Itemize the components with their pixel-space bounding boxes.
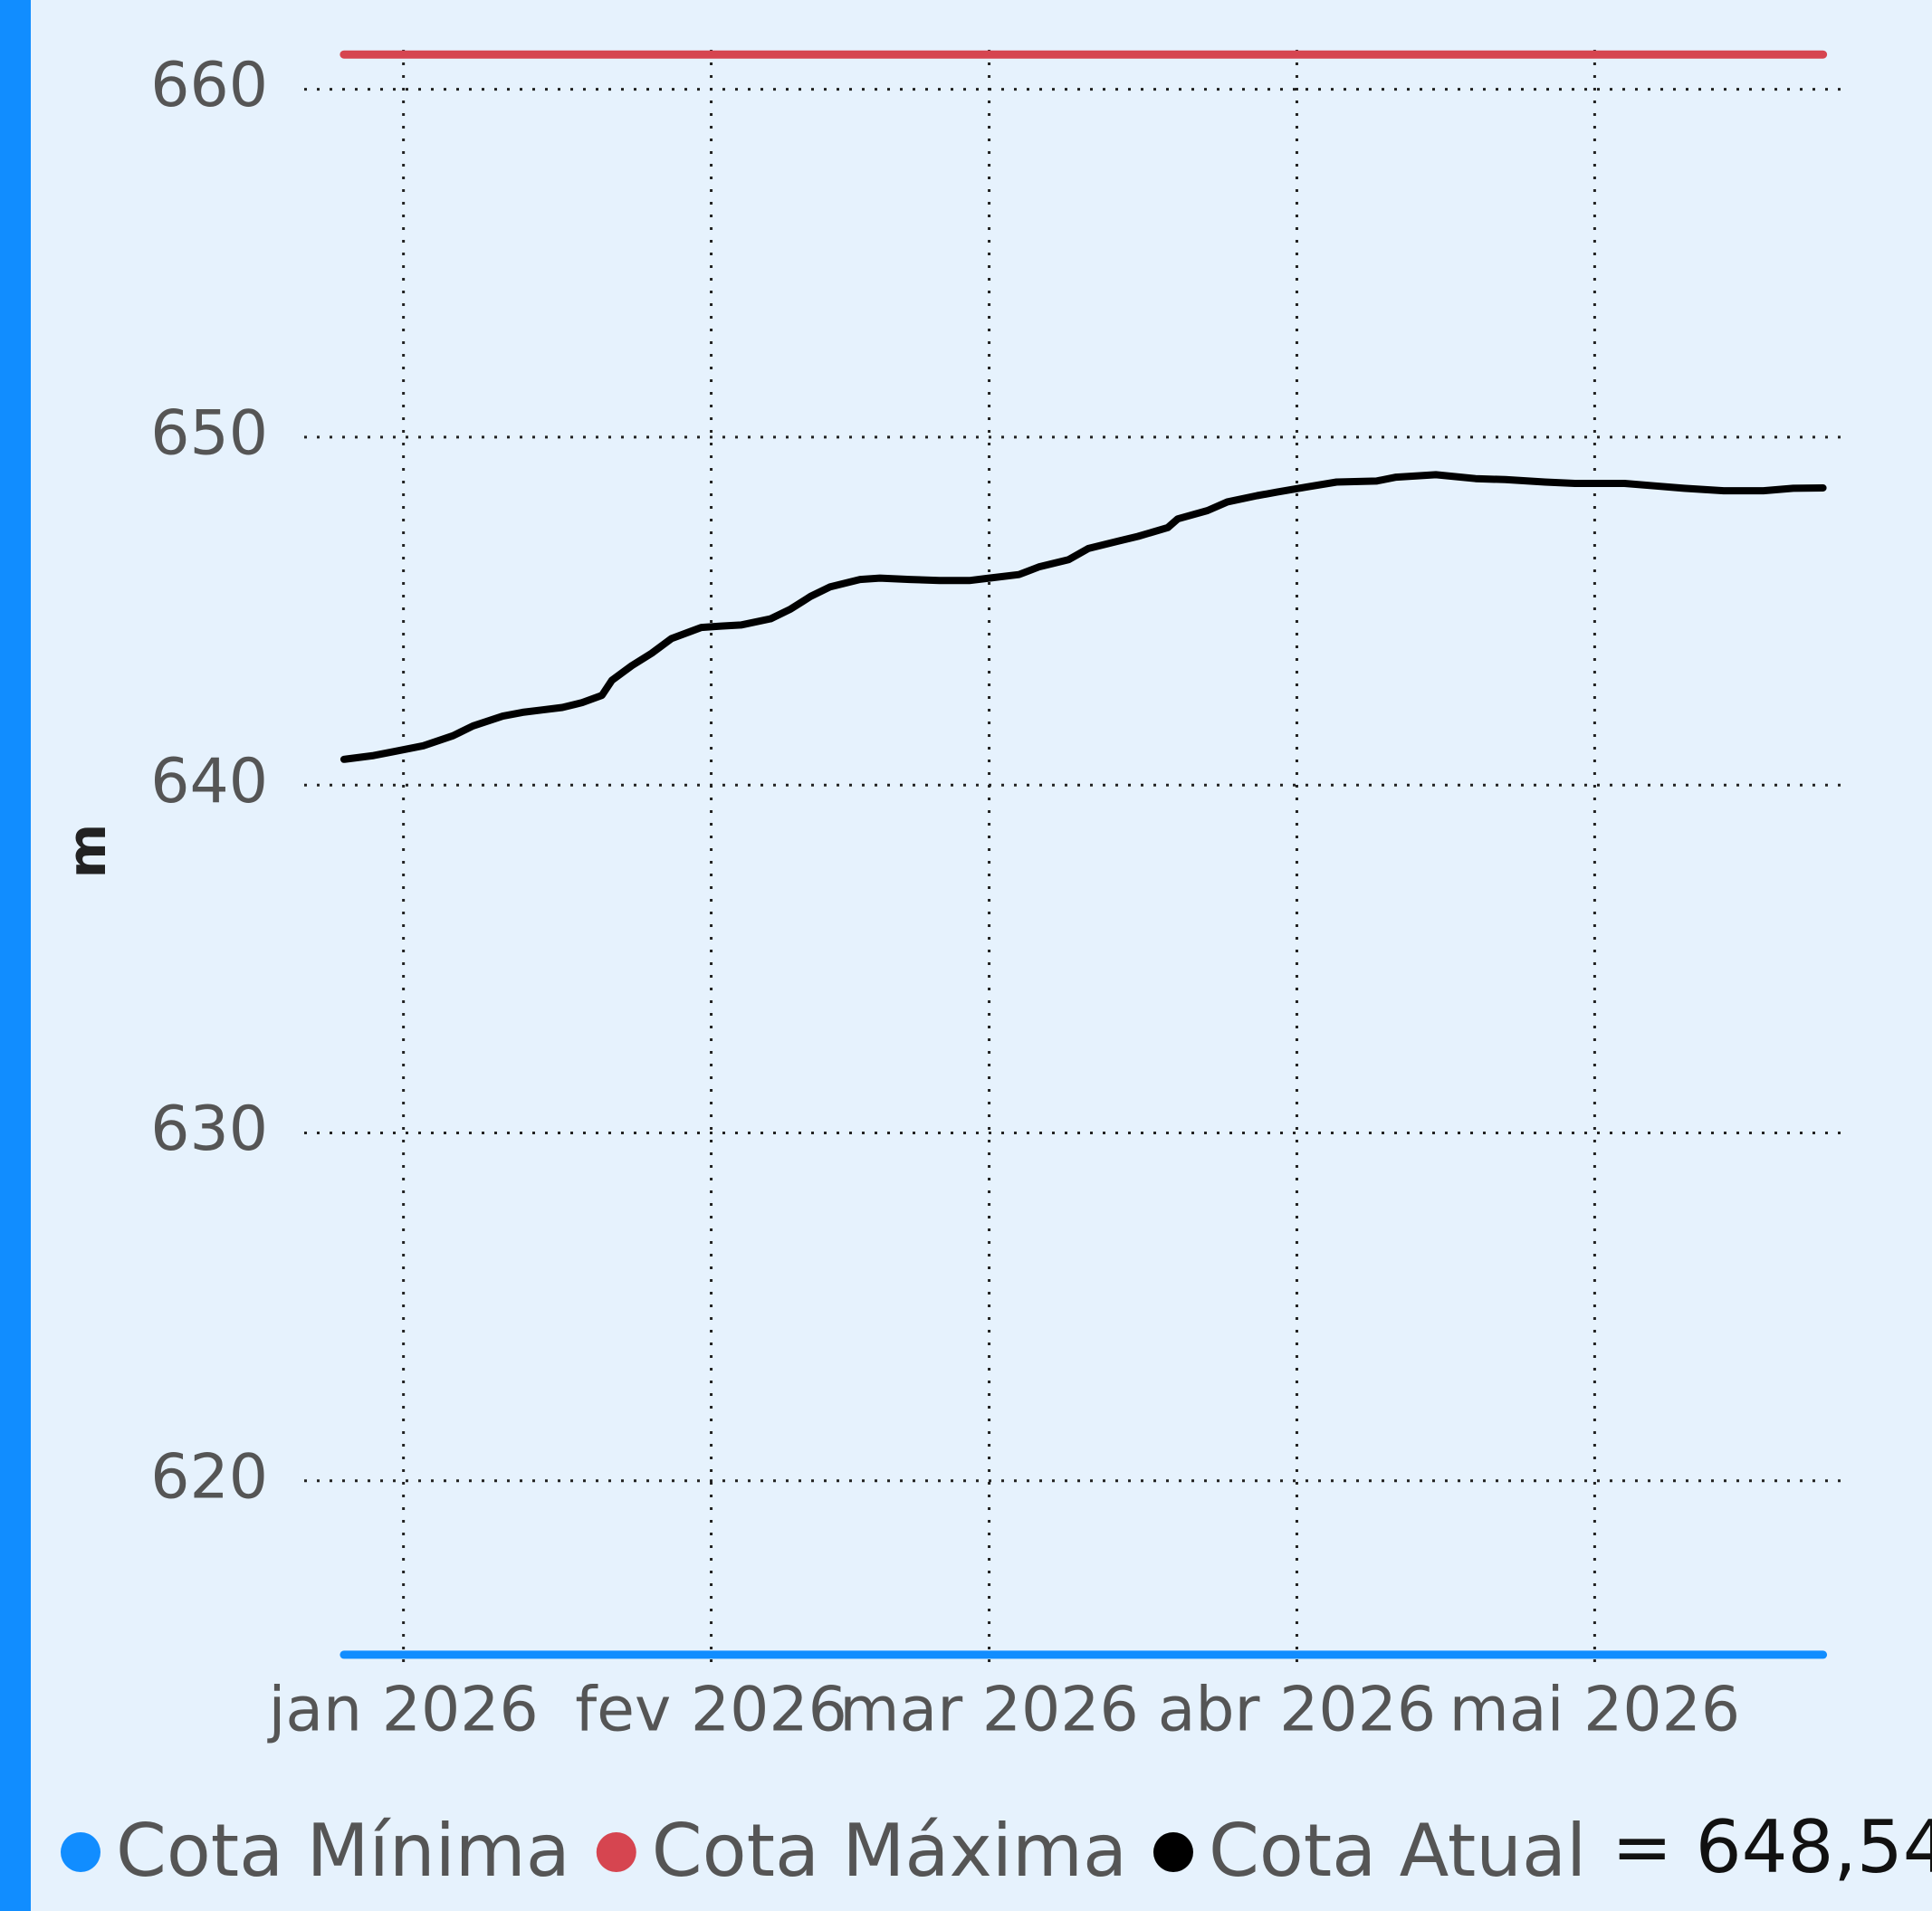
legend-label: Cota Máxima <box>652 1809 1127 1893</box>
y-tick-label: 640 <box>150 746 268 817</box>
accent-bar <box>0 0 31 1911</box>
legend-value: = 648,54 m <box>1612 1805 1932 1889</box>
x-tick-label: mai 2026 <box>1449 1675 1740 1746</box>
legend-label: Cota Mínima <box>116 1809 570 1893</box>
x-tick-label: mar 2026 <box>839 1675 1139 1746</box>
y-tick-label: 650 <box>150 397 268 469</box>
y-tick-label: 630 <box>150 1094 268 1165</box>
y-tick-label: 660 <box>150 50 268 121</box>
y-axis-label: m <box>56 824 118 878</box>
legend-marker <box>1153 1832 1193 1872</box>
legend-marker <box>596 1832 636 1872</box>
y-tick-label: 620 <box>150 1441 268 1513</box>
legend-marker <box>61 1832 100 1872</box>
x-tick-label: abr 2026 <box>1158 1675 1436 1746</box>
series-line <box>340 471 1827 763</box>
x-tick-label: jan 2026 <box>266 1675 538 1746</box>
legend-label: Cota Atual <box>1209 1809 1586 1893</box>
x-tick-label: fev 2026 <box>575 1675 847 1746</box>
